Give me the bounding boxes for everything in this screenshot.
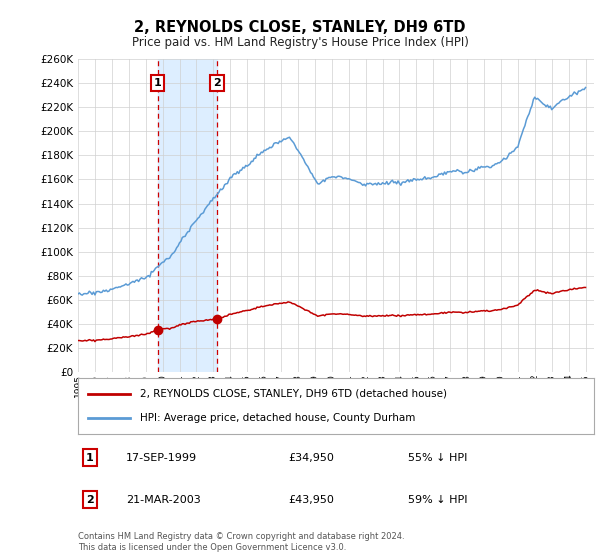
Text: 2, REYNOLDS CLOSE, STANLEY, DH9 6TD: 2, REYNOLDS CLOSE, STANLEY, DH9 6TD	[134, 20, 466, 35]
Text: 59% ↓ HPI: 59% ↓ HPI	[408, 495, 467, 505]
Text: 55% ↓ HPI: 55% ↓ HPI	[408, 453, 467, 463]
Text: 2: 2	[86, 495, 94, 505]
Text: 2, REYNOLDS CLOSE, STANLEY, DH9 6TD (detached house): 2, REYNOLDS CLOSE, STANLEY, DH9 6TD (det…	[140, 389, 447, 399]
Text: 17-SEP-1999: 17-SEP-1999	[126, 453, 197, 463]
Text: £34,950: £34,950	[288, 453, 334, 463]
Text: 21-MAR-2003: 21-MAR-2003	[126, 495, 201, 505]
Text: Contains HM Land Registry data © Crown copyright and database right 2024.
This d: Contains HM Land Registry data © Crown c…	[78, 532, 404, 552]
Text: 1: 1	[86, 453, 94, 463]
Bar	[158, 59, 217, 372]
Text: Price paid vs. HM Land Registry's House Price Index (HPI): Price paid vs. HM Land Registry's House …	[131, 36, 469, 49]
Text: 2: 2	[213, 78, 221, 88]
Text: HPI: Average price, detached house, County Durham: HPI: Average price, detached house, Coun…	[140, 413, 415, 423]
Text: £43,950: £43,950	[288, 495, 334, 505]
Text: 1: 1	[154, 78, 161, 88]
